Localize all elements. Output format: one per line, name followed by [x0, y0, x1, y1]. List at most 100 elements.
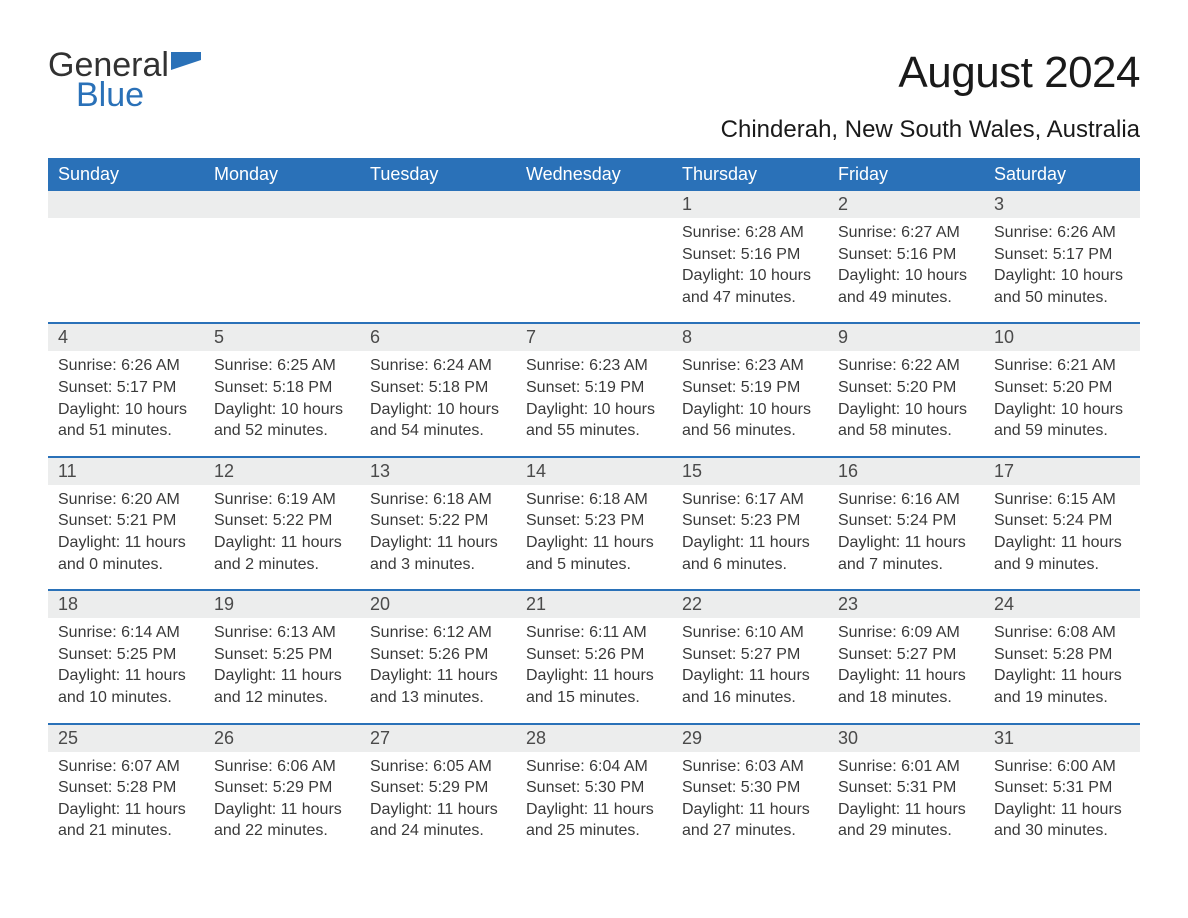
sunrise-line: Sunrise: 6:23 AM [526, 355, 662, 377]
sunset-line: Sunset: 5:20 PM [994, 377, 1130, 399]
daylight-line: Daylight: 10 hours and 52 minutes. [214, 399, 350, 442]
day-body: Sunrise: 6:22 AMSunset: 5:20 PMDaylight:… [828, 355, 984, 441]
sunset-line: Sunset: 5:28 PM [994, 644, 1130, 666]
calendar-day: 16Sunrise: 6:16 AMSunset: 5:24 PMDayligh… [828, 458, 984, 589]
calendar-day: 5Sunrise: 6:25 AMSunset: 5:18 PMDaylight… [204, 324, 360, 455]
day-body: Sunrise: 6:03 AMSunset: 5:30 PMDaylight:… [672, 756, 828, 842]
calendar: SundayMondayTuesdayWednesdayThursdayFrid… [48, 158, 1140, 856]
day-number: 21 [516, 591, 672, 618]
sunset-line: Sunset: 5:24 PM [838, 510, 974, 532]
daylight-line: Daylight: 11 hours and 2 minutes. [214, 532, 350, 575]
daylight-line: Daylight: 10 hours and 56 minutes. [682, 399, 818, 442]
day-number: 17 [984, 458, 1140, 485]
day-number: 7 [516, 324, 672, 351]
calendar-day: 10Sunrise: 6:21 AMSunset: 5:20 PMDayligh… [984, 324, 1140, 455]
day-body: Sunrise: 6:23 AMSunset: 5:19 PMDaylight:… [516, 355, 672, 441]
daylight-line: Daylight: 10 hours and 54 minutes. [370, 399, 506, 442]
sunset-line: Sunset: 5:20 PM [838, 377, 974, 399]
calendar-day [516, 191, 672, 322]
daylight-line: Daylight: 11 hours and 3 minutes. [370, 532, 506, 575]
day-body: Sunrise: 6:06 AMSunset: 5:29 PMDaylight:… [204, 756, 360, 842]
sunset-line: Sunset: 5:16 PM [682, 244, 818, 266]
dow-cell: Saturday [984, 158, 1140, 191]
day-number: 16 [828, 458, 984, 485]
day-number: 26 [204, 725, 360, 752]
calendar-day: 29 Sunrise: 6:03 AMSunset: 5:30 PMDayligh… [672, 725, 828, 856]
dow-cell: Sunday [48, 158, 204, 191]
sunset-line: Sunset: 5:28 PM [58, 777, 194, 799]
calendar-week: 4Sunrise: 6:26 AMSunset: 5:17 PMDaylight… [48, 322, 1140, 455]
day-number: 25 [48, 725, 204, 752]
sunrise-line: Sunrise: 6:22 AM [838, 355, 974, 377]
daylight-line: Daylight: 11 hours and 15 minutes. [526, 665, 662, 708]
sunrise-line: Sunrise: 6:20 AM [58, 489, 194, 511]
sunset-line: Sunset: 5:24 PM [994, 510, 1130, 532]
calendar-day: 27Sunrise: 6:05 AMSunset: 5:29 PMDayligh… [360, 725, 516, 856]
day-number: 4 [48, 324, 204, 351]
calendar-week: 18Sunrise: 6:14 AMSunset: 5:25 PMDayligh… [48, 589, 1140, 722]
sunrise-line: Sunrise: 6:19 AM [214, 489, 350, 511]
day-body: Sunrise: 6:09 AMSunset: 5:27 PMDaylight:… [828, 622, 984, 708]
sunset-line: Sunset: 5:23 PM [526, 510, 662, 532]
page-header: GeneralBlue August 2024 Chinderah, New S… [48, 48, 1140, 144]
day-number: 13 [360, 458, 516, 485]
daylight-line: Daylight: 11 hours and 19 minutes. [994, 665, 1130, 708]
sunset-line: Sunset: 5:22 PM [370, 510, 506, 532]
dow-cell: Wednesday [516, 158, 672, 191]
sunrise-line: Sunrise: 6:18 AM [526, 489, 662, 511]
calendar-day: 14Sunrise: 6:18 AMSunset: 5:23 PMDayligh… [516, 458, 672, 589]
sunrise-line: Sunrise: 6:06 AM [214, 756, 350, 778]
daylight-line: Daylight: 11 hours and 27 minutes. [682, 799, 818, 842]
daylight-line: Daylight: 10 hours and 59 minutes. [994, 399, 1130, 442]
daylight-line: Daylight: 11 hours and 16 minutes. [682, 665, 818, 708]
calendar-day: 25 Sunrise: 6:07 AMSunset: 5:28 PMDayligh… [48, 725, 204, 856]
calendar-day: 30Sunrise: 6:01 AMSunset: 5:31 PMDayligh… [828, 725, 984, 856]
day-body: Sunrise: 6:23 AMSunset: 5:19 PMDaylight:… [672, 355, 828, 441]
brand-logo: GeneralBlue [48, 48, 201, 112]
daylight-line: Daylight: 11 hours and 21 minutes. [58, 799, 194, 842]
day-body: Sunrise: 6:26 AMSunset: 5:17 PMDaylight:… [984, 222, 1140, 308]
day-number: 28 [516, 725, 672, 752]
day-number [48, 191, 204, 218]
sunrise-line: Sunrise: 6:26 AM [58, 355, 194, 377]
day-body: Sunrise: 6:01 AMSunset: 5:31 PMDaylight:… [828, 756, 984, 842]
calendar-day: 24Sunrise: 6:08 AMSunset: 5:28 PMDayligh… [984, 591, 1140, 722]
sunrise-line: Sunrise: 6:18 AM [370, 489, 506, 511]
sunset-line: Sunset: 5:30 PM [682, 777, 818, 799]
calendar-day: 18Sunrise: 6:14 AMSunset: 5:25 PMDayligh… [48, 591, 204, 722]
day-number: 27 [360, 725, 516, 752]
sunset-line: Sunset: 5:21 PM [58, 510, 194, 532]
day-number: 29 [672, 725, 828, 752]
dow-cell: Thursday [672, 158, 828, 191]
flag-icon [171, 52, 201, 74]
daylight-line: Daylight: 11 hours and 6 minutes. [682, 532, 818, 575]
calendar-day: 15Sunrise: 6:17 AMSunset: 5:23 PMDayligh… [672, 458, 828, 589]
sunrise-line: Sunrise: 6:25 AM [214, 355, 350, 377]
sunrise-line: Sunrise: 6:14 AM [58, 622, 194, 644]
day-body: Sunrise: 6:15 AMSunset: 5:24 PMDaylight:… [984, 489, 1140, 575]
day-body: Sunrise: 6:07 AMSunset: 5:28 PMDaylight:… [48, 756, 204, 842]
sunrise-line: Sunrise: 6:04 AM [526, 756, 662, 778]
sunrise-line: Sunrise: 6:03 AM [682, 756, 818, 778]
day-number [204, 191, 360, 218]
sunset-line: Sunset: 5:29 PM [214, 777, 350, 799]
sunset-line: Sunset: 5:26 PM [526, 644, 662, 666]
sunrise-line: Sunrise: 6:13 AM [214, 622, 350, 644]
day-number: 23 [828, 591, 984, 618]
daylight-line: Daylight: 11 hours and 9 minutes. [994, 532, 1130, 575]
sunrise-line: Sunrise: 6:00 AM [994, 756, 1130, 778]
calendar-day: 31Sunrise: 6:00 AMSunset: 5:31 PMDayligh… [984, 725, 1140, 856]
calendar-week: 11Sunrise: 6:20 AMSunset: 5:21 PMDayligh… [48, 456, 1140, 589]
sunrise-line: Sunrise: 6:23 AM [682, 355, 818, 377]
day-body: Sunrise: 6:25 AMSunset: 5:18 PMDaylight:… [204, 355, 360, 441]
day-body: Sunrise: 6:27 AMSunset: 5:16 PMDaylight:… [828, 222, 984, 308]
calendar-day [48, 191, 204, 322]
day-body: Sunrise: 6:18 AMSunset: 5:22 PMDaylight:… [360, 489, 516, 575]
day-body: Sunrise: 6:08 AMSunset: 5:28 PMDaylight:… [984, 622, 1140, 708]
day-number: 15 [672, 458, 828, 485]
day-number: 2 [828, 191, 984, 218]
day-number: 12 [204, 458, 360, 485]
daylight-line: Daylight: 10 hours and 47 minutes. [682, 265, 818, 308]
dow-cell: Tuesday [360, 158, 516, 191]
calendar-day: 21Sunrise: 6:11 AMSunset: 5:26 PMDayligh… [516, 591, 672, 722]
